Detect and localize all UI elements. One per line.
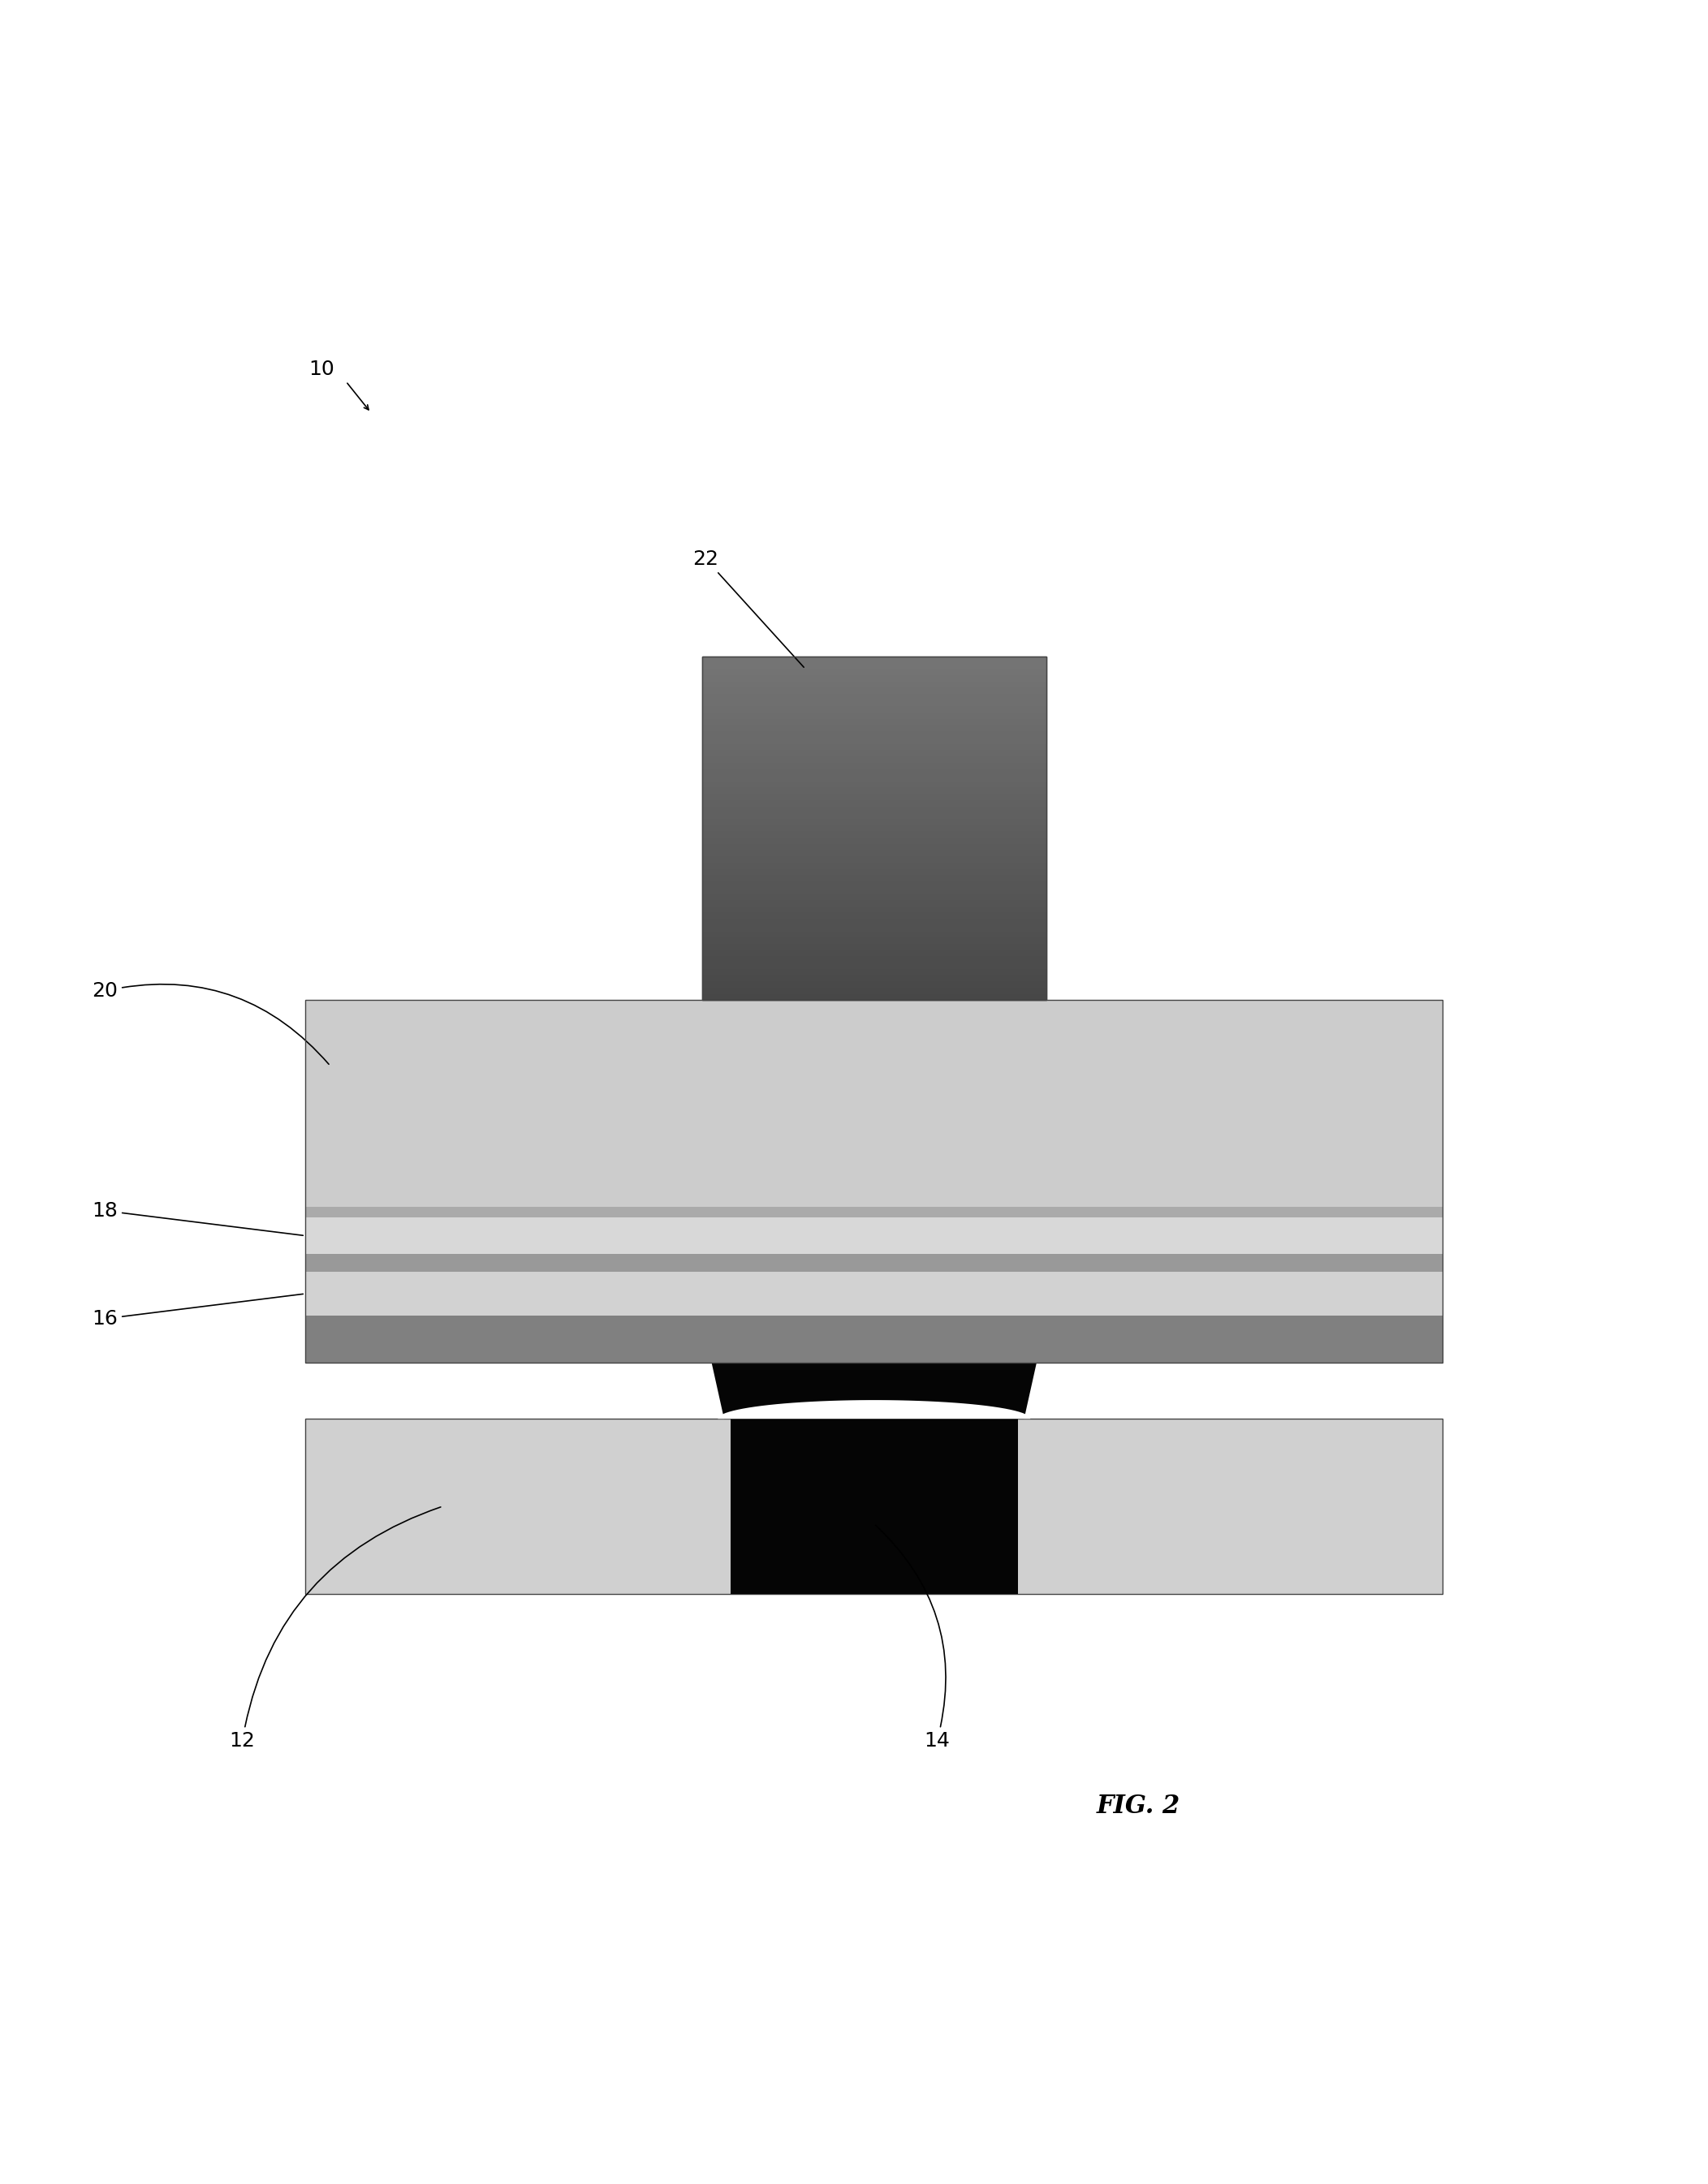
Bar bbox=[702, 793, 1045, 799]
Bar bbox=[702, 843, 1045, 850]
Bar bbox=[702, 749, 1045, 756]
Bar bbox=[702, 869, 1045, 876]
Text: 16: 16 bbox=[92, 1293, 302, 1328]
Bar bbox=[702, 913, 1045, 919]
Bar bbox=[702, 981, 1045, 987]
Text: FIG. 2: FIG. 2 bbox=[1097, 1793, 1180, 1819]
Bar bbox=[702, 657, 1045, 1000]
Text: 20: 20 bbox=[92, 981, 330, 1064]
Bar bbox=[702, 850, 1045, 856]
Bar bbox=[702, 970, 1045, 974]
Bar bbox=[702, 994, 1045, 1000]
Bar bbox=[702, 719, 1045, 725]
Bar bbox=[702, 745, 1045, 749]
Bar bbox=[702, 705, 1045, 712]
Bar bbox=[702, 756, 1045, 762]
Bar bbox=[306, 1254, 1443, 1271]
Bar bbox=[702, 893, 1045, 900]
Bar bbox=[306, 1420, 1443, 1594]
Bar bbox=[702, 826, 1045, 832]
Text: 14: 14 bbox=[876, 1524, 950, 1752]
Bar bbox=[702, 856, 1045, 863]
Bar bbox=[702, 900, 1045, 906]
Bar bbox=[702, 906, 1045, 913]
Bar bbox=[702, 738, 1045, 745]
Bar bbox=[702, 819, 1045, 826]
Bar bbox=[702, 762, 1045, 769]
Bar bbox=[702, 987, 1045, 994]
Bar bbox=[702, 688, 1045, 695]
Bar bbox=[306, 1219, 1443, 1254]
Bar bbox=[702, 950, 1045, 957]
Bar bbox=[702, 887, 1045, 893]
Bar bbox=[306, 1271, 1443, 1315]
Bar bbox=[702, 657, 1045, 1000]
Bar bbox=[702, 799, 1045, 806]
Bar bbox=[702, 662, 1045, 668]
Bar bbox=[306, 1315, 1443, 1363]
Bar bbox=[702, 681, 1045, 688]
Bar bbox=[702, 812, 1045, 819]
Bar bbox=[702, 926, 1045, 930]
Text: 12: 12 bbox=[229, 1507, 441, 1752]
Text: 18: 18 bbox=[92, 1201, 302, 1236]
Bar bbox=[702, 788, 1045, 795]
Bar bbox=[702, 725, 1045, 732]
Bar bbox=[702, 712, 1045, 719]
Bar bbox=[702, 919, 1045, 926]
Bar bbox=[702, 863, 1045, 869]
Bar bbox=[306, 1000, 1443, 1363]
Bar bbox=[702, 655, 1045, 662]
Text: 10: 10 bbox=[309, 358, 335, 378]
Bar bbox=[702, 943, 1045, 950]
Bar bbox=[702, 806, 1045, 812]
Bar bbox=[702, 769, 1045, 775]
Bar bbox=[702, 695, 1045, 701]
Bar bbox=[702, 775, 1045, 782]
Bar bbox=[702, 701, 1045, 705]
Polygon shape bbox=[712, 1363, 1037, 1420]
Bar bbox=[702, 668, 1045, 675]
Bar bbox=[702, 963, 1045, 970]
Bar bbox=[731, 1420, 1018, 1594]
Bar bbox=[306, 1000, 1443, 1208]
Bar bbox=[306, 1208, 1443, 1219]
Polygon shape bbox=[717, 1400, 1030, 1420]
Bar bbox=[702, 732, 1045, 738]
Bar bbox=[702, 675, 1045, 681]
Bar bbox=[702, 937, 1045, 943]
Bar bbox=[702, 974, 1045, 981]
Bar bbox=[702, 782, 1045, 788]
Bar bbox=[702, 930, 1045, 937]
Bar bbox=[702, 876, 1045, 882]
Text: 22: 22 bbox=[693, 550, 804, 668]
Bar bbox=[702, 832, 1045, 839]
Bar bbox=[702, 882, 1045, 887]
Bar bbox=[702, 957, 1045, 963]
Bar bbox=[702, 836, 1045, 843]
